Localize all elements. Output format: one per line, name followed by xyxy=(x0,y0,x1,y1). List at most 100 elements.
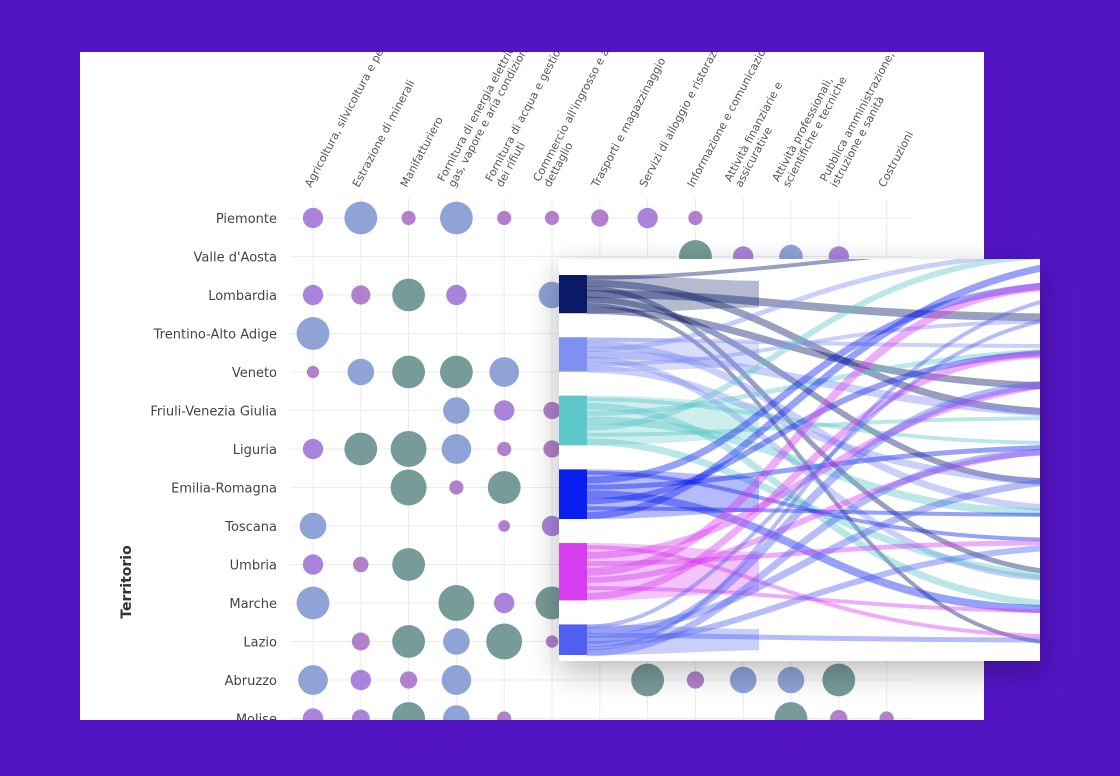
sankey-node[interactable] xyxy=(559,275,587,314)
sankey-node[interactable] xyxy=(559,624,587,655)
bubble[interactable] xyxy=(302,708,324,720)
bubble[interactable] xyxy=(494,592,515,614)
region-label: Friuli-Venezia Giulia xyxy=(150,405,277,420)
sankey-link xyxy=(586,356,1040,581)
bubble[interactable] xyxy=(401,210,416,226)
sankey-node[interactable] xyxy=(559,543,587,601)
bubble[interactable] xyxy=(347,358,375,386)
sankey-link-band xyxy=(587,337,759,372)
bubble[interactable] xyxy=(686,671,705,689)
bubble[interactable] xyxy=(879,711,894,720)
bubble[interactable] xyxy=(729,666,757,694)
bubble[interactable] xyxy=(350,669,371,691)
bubble[interactable] xyxy=(497,441,512,457)
sankey-link xyxy=(586,351,1040,600)
region-label: Marche xyxy=(229,597,277,612)
bubble[interactable] xyxy=(544,210,560,226)
bubble[interactable] xyxy=(296,586,330,620)
region-label: Umbria xyxy=(230,559,277,574)
sankey-link-band xyxy=(587,543,759,601)
bubble[interactable] xyxy=(390,431,427,467)
bubble[interactable] xyxy=(494,400,515,421)
sector-label-line: Agricoltura, silvicoltura e pesca xyxy=(302,52,395,189)
bubble[interactable] xyxy=(392,548,425,581)
sankey-link xyxy=(586,337,1040,348)
sector-label-line: Costruzioni xyxy=(876,129,916,189)
bubble[interactable] xyxy=(306,365,320,379)
bubble[interactable] xyxy=(302,207,324,229)
bubble[interactable] xyxy=(351,709,370,720)
bubble[interactable] xyxy=(545,635,559,648)
bubble[interactable] xyxy=(541,515,563,537)
bubble[interactable] xyxy=(390,469,427,506)
bubble[interactable] xyxy=(302,438,324,460)
bubble[interactable] xyxy=(392,702,425,720)
sankey-node[interactable] xyxy=(559,395,587,446)
region-label: Trentino-Alto Adige xyxy=(153,328,277,343)
bubble[interactable] xyxy=(440,355,473,389)
bubble[interactable] xyxy=(487,471,521,504)
bubble[interactable] xyxy=(543,401,561,420)
bubble[interactable] xyxy=(392,355,425,389)
y-axis-title: Territorio xyxy=(119,545,135,619)
sector-label: Agricoltura, silvicoltura e pesca xyxy=(302,52,395,189)
sankey-link xyxy=(586,449,1040,657)
sankey-link xyxy=(586,259,1040,431)
bubble[interactable] xyxy=(830,709,848,720)
sankey-link xyxy=(586,350,1040,505)
bubble[interactable] xyxy=(441,665,472,695)
bubble[interactable] xyxy=(299,512,327,540)
sankey-link xyxy=(586,319,1040,367)
bubble[interactable] xyxy=(392,278,425,312)
bubble[interactable] xyxy=(438,585,475,621)
bubble[interactable] xyxy=(302,554,324,575)
bubble[interactable] xyxy=(353,556,369,573)
bubble[interactable] xyxy=(446,284,467,306)
bubble[interactable] xyxy=(344,201,378,235)
sankey-node[interactable] xyxy=(559,469,587,520)
bubble[interactable] xyxy=(777,666,805,694)
bubble[interactable] xyxy=(351,632,370,651)
sankey-link xyxy=(586,402,1040,607)
bubble[interactable] xyxy=(497,210,512,226)
sankey-node[interactable] xyxy=(559,337,587,372)
bubble[interactable] xyxy=(344,432,378,466)
sankey-link xyxy=(586,397,1040,445)
bubble[interactable] xyxy=(497,711,512,720)
region-label: Molise xyxy=(236,713,277,721)
sankey-link xyxy=(586,416,1040,516)
sankey-link xyxy=(586,545,1040,638)
bubble[interactable] xyxy=(443,628,470,655)
bubble[interactable] xyxy=(351,285,371,305)
bubble[interactable] xyxy=(443,705,470,720)
sankey-link xyxy=(586,259,1003,353)
sankey-link xyxy=(586,307,1040,390)
region-label: Veneto xyxy=(232,366,277,381)
bubble[interactable] xyxy=(489,357,520,387)
bubble[interactable] xyxy=(486,623,523,660)
bubble[interactable] xyxy=(822,663,856,697)
bubble[interactable] xyxy=(440,201,473,235)
bubble[interactable] xyxy=(302,284,324,306)
sankey-link xyxy=(586,348,1040,416)
bubble[interactable] xyxy=(631,663,664,697)
bubble[interactable] xyxy=(637,207,658,229)
bubble[interactable] xyxy=(443,397,470,424)
sankey-link-band xyxy=(587,275,759,314)
bubble[interactable] xyxy=(591,209,609,227)
bubble[interactable] xyxy=(441,434,472,464)
bubble[interactable] xyxy=(498,520,511,532)
bubble[interactable] xyxy=(296,317,330,350)
bubble[interactable] xyxy=(399,671,418,689)
sankey-link xyxy=(586,350,1040,417)
bubble-chart: Agricoltura, silvicoltura e pescaEstrazi… xyxy=(119,52,916,721)
region-label: Abruzzo xyxy=(225,674,277,689)
sankey-link xyxy=(586,632,1040,643)
bubble[interactable] xyxy=(449,480,464,495)
bubble[interactable] xyxy=(543,440,561,458)
bubble[interactable] xyxy=(774,702,808,720)
bubble[interactable] xyxy=(538,281,566,309)
bubble[interactable] xyxy=(688,210,703,226)
bubble[interactable] xyxy=(392,625,425,658)
bubble[interactable] xyxy=(298,665,328,695)
